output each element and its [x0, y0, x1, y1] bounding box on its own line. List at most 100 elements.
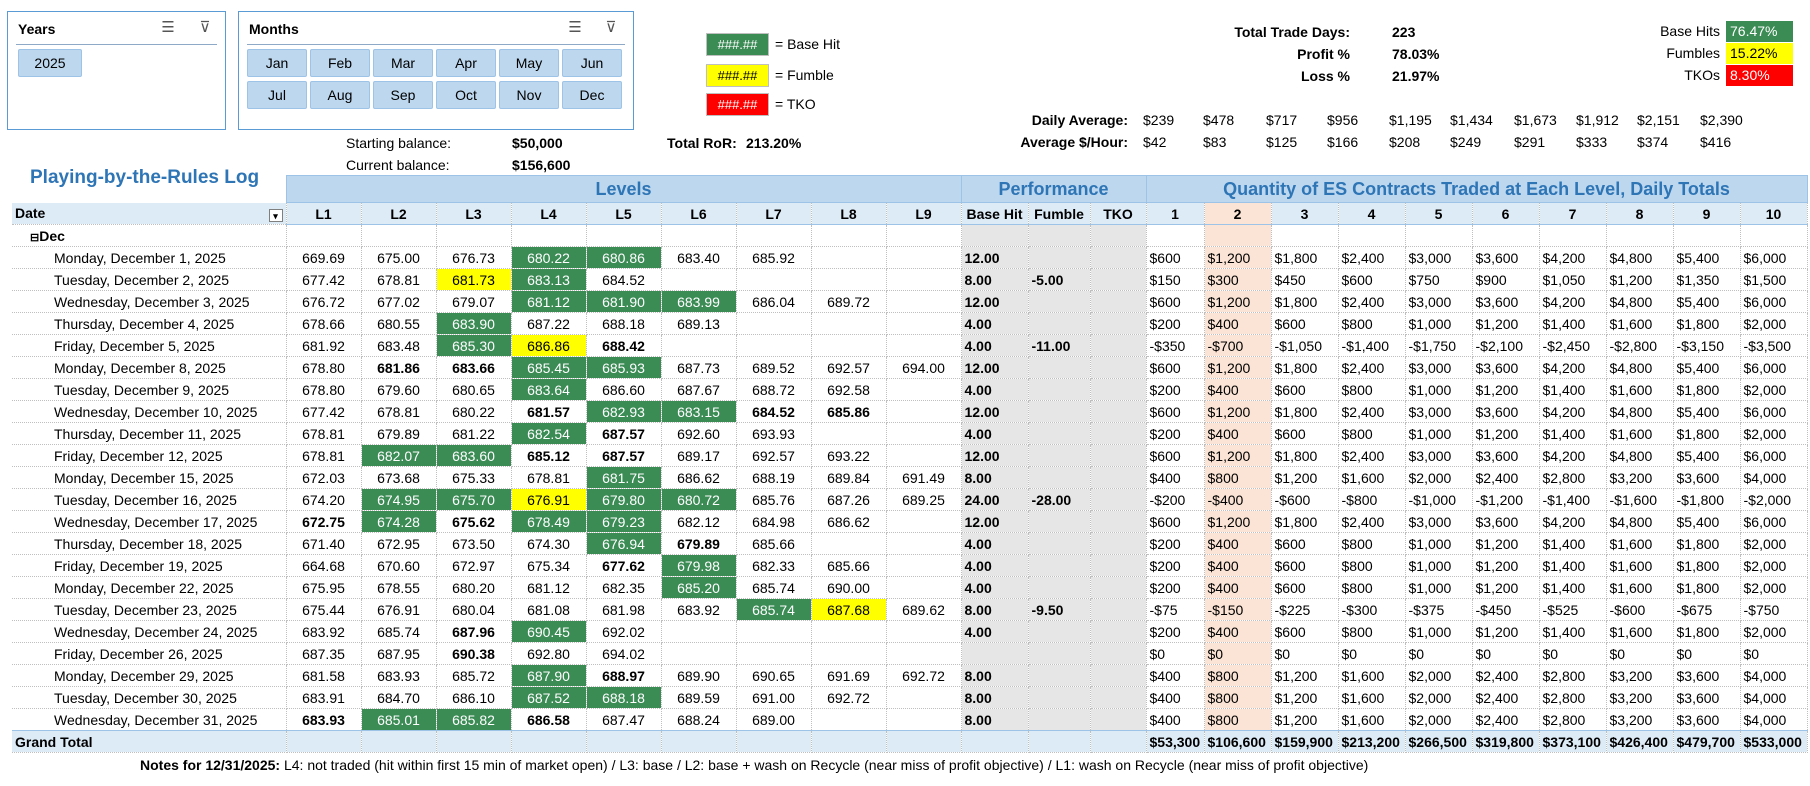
quantity-cell[interactable]: $1,800 — [1271, 290, 1339, 313]
level-cell[interactable] — [886, 620, 962, 643]
level-cell[interactable]: 683.64 — [511, 378, 587, 401]
quantity-cell[interactable]: $0 — [1606, 642, 1674, 665]
date-cell[interactable]: Tuesday, December 2, 2025 — [12, 268, 287, 291]
quantity-cell[interactable]: $1,600 — [1338, 664, 1406, 687]
slicer-item-2025[interactable]: 2025 — [18, 49, 82, 77]
date-cell[interactable]: Monday, December 15, 2025 — [12, 466, 287, 489]
level-cell[interactable]: 676.91 — [511, 488, 587, 511]
level-cell[interactable]: 687.22 — [511, 312, 587, 335]
tko-cell[interactable] — [1090, 620, 1147, 643]
quantity-cell[interactable]: $6,000 — [1740, 356, 1808, 379]
quantity-cell[interactable]: $600 — [1271, 576, 1339, 599]
level-cell[interactable]: 678.80 — [286, 378, 362, 401]
quantity-cell[interactable]: $800 — [1338, 620, 1406, 643]
quantity-cell[interactable]: $4,200 — [1539, 400, 1607, 423]
level-cell[interactable]: 694.00 — [886, 356, 962, 379]
level-cell[interactable]: 680.20 — [436, 576, 512, 599]
level-cell[interactable]: 672.03 — [286, 466, 362, 489]
grand-total-cell[interactable]: $479,700 — [1673, 730, 1741, 753]
level-cell[interactable]: 682.93 — [586, 400, 662, 423]
quantity-cell[interactable]: $3,600 — [1673, 664, 1741, 687]
quantity-cell[interactable]: $200 — [1146, 422, 1205, 445]
date-cell[interactable]: Tuesday, December 9, 2025 — [12, 378, 287, 401]
quantity-cell[interactable]: $1,600 — [1606, 554, 1674, 577]
level-cell[interactable]: 690.38 — [436, 642, 512, 665]
tko-cell[interactable] — [1090, 642, 1147, 665]
quantity-cell[interactable]: -$1,600 — [1606, 488, 1674, 511]
quantity-cell[interactable]: $2,000 — [1740, 554, 1808, 577]
level-cell[interactable]: 685.82 — [436, 708, 512, 731]
level-cell[interactable]: 687.47 — [586, 708, 662, 731]
level-cell[interactable]: 681.58 — [286, 664, 362, 687]
clear-filter-icon[interactable]: ⊽ — [199, 19, 211, 36]
quantity-cell[interactable]: $5,400 — [1673, 444, 1741, 467]
level-cell[interactable]: 689.52 — [736, 356, 812, 379]
level-cell[interactable]: 687.57 — [586, 422, 662, 445]
quantity-cell[interactable]: $1,400 — [1539, 422, 1607, 445]
level-cell[interactable]: 689.59 — [661, 686, 737, 709]
fumble-cell[interactable] — [1028, 466, 1091, 489]
quantity-cell[interactable]: $0 — [1740, 642, 1808, 665]
quantity-cell[interactable]: $3,600 — [1673, 708, 1741, 731]
grand-total-cell[interactable]: $53,300 — [1146, 730, 1205, 753]
tko-cell[interactable] — [1090, 356, 1147, 379]
date-cell[interactable]: Wednesday, December 17, 2025 — [12, 510, 287, 533]
date-cell[interactable]: Monday, December 1, 2025 — [12, 246, 287, 269]
quantity-cell[interactable]: -$600 — [1606, 598, 1674, 621]
date-cell[interactable]: Wednesday, December 10, 2025 — [12, 400, 287, 423]
quantity-cell[interactable]: $3,600 — [1673, 686, 1741, 709]
quantity-cell[interactable]: $2,400 — [1472, 466, 1540, 489]
quantity-cell[interactable]: $3,000 — [1405, 510, 1473, 533]
date-cell[interactable]: Monday, December 29, 2025 — [12, 664, 287, 687]
level-cell[interactable]: 688.19 — [736, 466, 812, 489]
level-cell[interactable]: 686.60 — [586, 378, 662, 401]
level-cell[interactable] — [886, 708, 962, 731]
date-cell[interactable]: Tuesday, December 16, 2025 — [12, 488, 287, 511]
level-cell[interactable]: 688.97 — [586, 664, 662, 687]
quantity-cell[interactable]: $1,800 — [1271, 246, 1339, 269]
level-cell[interactable]: 687.68 — [811, 598, 887, 621]
level-cell[interactable]: 686.58 — [511, 708, 587, 731]
level-cell[interactable]: 683.93 — [286, 708, 362, 731]
level-cell[interactable]: 675.00 — [361, 246, 437, 269]
quantity-cell[interactable]: $2,000 — [1405, 466, 1473, 489]
slicer-item-oct[interactable]: Oct — [436, 81, 496, 109]
quantity-cell[interactable]: $200 — [1146, 576, 1205, 599]
level-cell[interactable]: 677.42 — [286, 268, 362, 291]
quantity-cell[interactable]: $2,400 — [1472, 664, 1540, 687]
base-hit-cell[interactable]: 8.00 — [961, 268, 1029, 291]
quantity-cell[interactable]: $3,600 — [1472, 246, 1540, 269]
quantity-cell[interactable]: $2,400 — [1338, 246, 1406, 269]
level-cell[interactable]: 676.72 — [286, 290, 362, 313]
level-cell[interactable]: 683.91 — [286, 686, 362, 709]
quantity-cell[interactable]: $1,800 — [1673, 422, 1741, 445]
date-cell[interactable]: Monday, December 22, 2025 — [12, 576, 287, 599]
level-cell[interactable]: 680.86 — [586, 246, 662, 269]
tko-cell[interactable] — [1090, 466, 1147, 489]
quantity-cell[interactable]: $1,600 — [1338, 708, 1406, 731]
quantity-cell[interactable]: $2,000 — [1740, 378, 1808, 401]
quantity-cell[interactable]: $800 — [1204, 686, 1272, 709]
quantity-cell[interactable]: $2,000 — [1740, 576, 1808, 599]
level-cell[interactable] — [886, 246, 962, 269]
quantity-cell[interactable]: $3,000 — [1405, 356, 1473, 379]
slicer-item-jan[interactable]: Jan — [247, 49, 307, 77]
level-cell[interactable]: 677.62 — [586, 554, 662, 577]
level-cell[interactable]: 692.57 — [736, 444, 812, 467]
level-cell[interactable] — [886, 378, 962, 401]
multi-select-icon[interactable]: ☰ — [568, 19, 582, 36]
quantity-cell[interactable]: $1,200 — [1271, 466, 1339, 489]
tko-cell[interactable] — [1090, 290, 1147, 313]
level-cell[interactable]: 678.66 — [286, 312, 362, 335]
level-cell[interactable] — [736, 312, 812, 335]
quantity-cell[interactable]: $400 — [1204, 620, 1272, 643]
level-cell[interactable]: 693.93 — [736, 422, 812, 445]
base-hit-cell[interactable]: 4.00 — [961, 334, 1029, 357]
level-cell[interactable]: 685.20 — [661, 576, 737, 599]
quantity-cell[interactable]: $1,600 — [1606, 378, 1674, 401]
level-cell[interactable] — [811, 708, 887, 731]
quantity-cell[interactable]: $400 — [1146, 686, 1205, 709]
level-cell[interactable] — [736, 268, 812, 291]
level-cell[interactable]: 677.02 — [361, 290, 437, 313]
level-cell[interactable]: 687.96 — [436, 620, 512, 643]
